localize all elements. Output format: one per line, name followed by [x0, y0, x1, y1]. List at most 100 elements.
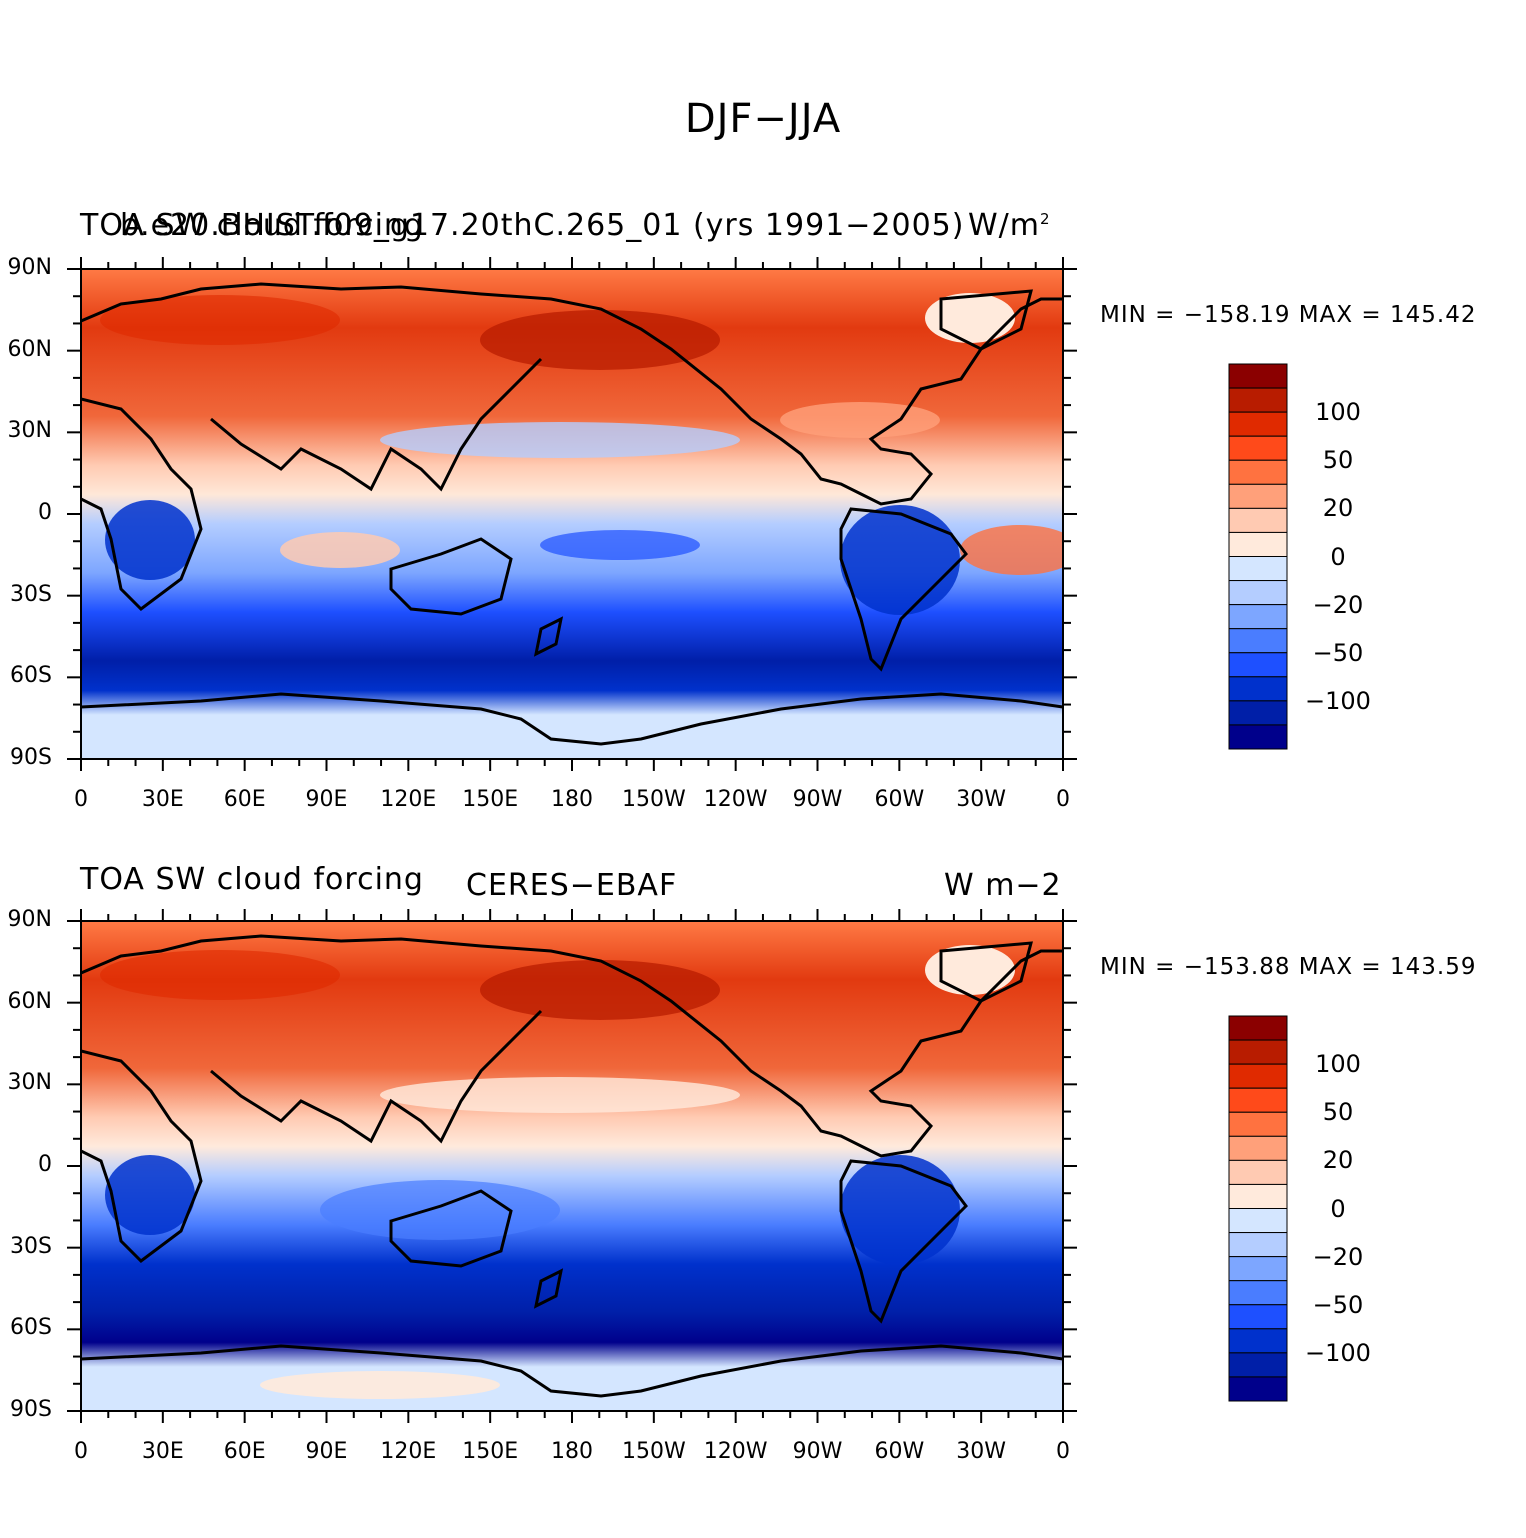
x-tick-label: 150W — [621, 1439, 686, 1464]
colorbar-swatch — [1228, 604, 1288, 630]
colorbar-swatch — [1228, 1135, 1288, 1161]
colorbar-swatch — [1228, 1376, 1288, 1402]
y-tick-label: 0 — [38, 1152, 52, 1177]
y-tick-label: 30S — [10, 1233, 52, 1259]
y-tick-label: 60N — [7, 336, 52, 362]
colorbar-label: 0 — [1330, 542, 1346, 571]
y-tick-label: 90N — [7, 907, 52, 932]
panel1-left-title: TOA SW cloud forcing — [80, 208, 424, 243]
x-tick-label: 150E — [462, 787, 519, 812]
colorbar-swatch — [1228, 628, 1288, 654]
panel1-minmax: MIN = −158.19 MAX = 145.42 — [1100, 302, 1477, 328]
colorbar-label: −50 — [1312, 1290, 1364, 1319]
x-tick-label: 0 — [1056, 787, 1070, 812]
x-tick-label: 30E — [141, 1439, 184, 1464]
colorbar-swatch — [1228, 1352, 1288, 1378]
colorbar-swatch — [1228, 507, 1288, 533]
panel2-minmax: MIN = −153.88 MAX = 143.59 — [1100, 954, 1477, 980]
colorbar-label: 50 — [1322, 446, 1354, 475]
x-tick-label: 0 — [74, 787, 88, 812]
x-tick-label: 120W — [703, 787, 768, 812]
x-tick-label: 30W — [956, 787, 1007, 812]
colorbar-label: 50 — [1322, 1098, 1354, 1127]
colorbar-swatch — [1228, 1087, 1288, 1113]
colorbar-swatch — [1228, 1063, 1288, 1089]
x-tick-label: 120W — [703, 1439, 768, 1464]
x-tick-label: 0 — [1056, 1439, 1070, 1464]
colorbar-swatch — [1228, 676, 1288, 702]
panel2-units-text: W m−2 — [944, 868, 1062, 903]
y-tick-label: 90S — [10, 745, 52, 770]
colorbar-swatch — [1228, 652, 1288, 678]
y-tick-label: 30N — [7, 1070, 52, 1096]
colorbar-swatch — [1228, 1208, 1288, 1234]
y-tick-label: 60S — [10, 663, 52, 689]
panel1-map — [81, 269, 1063, 759]
colorbar-label: −20 — [1312, 1242, 1364, 1271]
colorbar-swatch — [1228, 459, 1288, 485]
x-tick-label: 0 — [74, 1439, 88, 1464]
x-tick-label: 60W — [874, 1439, 925, 1464]
colorbar-swatch — [1228, 1039, 1288, 1065]
panel2-left-title: TOA SW cloud forcing — [80, 862, 424, 897]
colorbar-swatch — [1228, 435, 1288, 461]
colorbar-label: 0 — [1330, 1194, 1346, 1223]
panel2-center-title: CERES−EBAF — [466, 868, 678, 903]
x-tick-label: 120E — [380, 1439, 437, 1464]
x-tick-label: 30E — [141, 787, 184, 812]
panel2-map — [81, 921, 1063, 1411]
y-tick-label: 60S — [10, 1315, 52, 1341]
colorbar-label: 20 — [1322, 494, 1354, 523]
panel1-units-text: W/m — [968, 208, 1040, 243]
colorbar-swatch — [1228, 1280, 1288, 1306]
colorbar-swatch — [1228, 363, 1288, 389]
colorbar-swatch — [1228, 556, 1288, 582]
y-tick-label: 60N — [7, 988, 52, 1014]
panel1-units-sup: 2 — [1040, 210, 1051, 228]
colorbar-swatch — [1228, 411, 1288, 437]
x-tick-label: 180 — [551, 1439, 593, 1464]
axis-tickmarks — [67, 257, 1077, 1423]
panel2-units: W m−2 — [944, 868, 1062, 903]
panel1-center-title: b.e20.BHIST.f09_g17.20thC.265_01 (yrs 19… — [120, 208, 965, 243]
x-tick-label: 90W — [792, 787, 843, 812]
colorbar-label: −20 — [1312, 590, 1364, 619]
panel1-units: W/m2 — [968, 208, 1051, 243]
y-tick-label: 0 — [38, 500, 52, 525]
colorbar-label: 20 — [1322, 1146, 1354, 1175]
y-tick-label: 30N — [7, 418, 52, 444]
colorbars — [1228, 363, 1288, 1402]
x-tick-label: 90E — [305, 1439, 348, 1464]
figure-title: DJF−JJA — [684, 96, 842, 142]
x-tick-label: 150W — [621, 787, 686, 812]
x-tick-label: 30W — [956, 1439, 1007, 1464]
colorbar-swatch — [1228, 1183, 1288, 1209]
colorbar-label: −100 — [1305, 1338, 1371, 1367]
y-tick-label: 30S — [10, 581, 52, 607]
x-tick-label: 90W — [792, 1439, 843, 1464]
x-tick-label: 120E — [380, 787, 437, 812]
colorbar-label: 100 — [1315, 398, 1361, 427]
x-tick-label: 180 — [551, 787, 593, 812]
colorbar-swatch — [1228, 1015, 1288, 1041]
colorbar-swatch — [1228, 531, 1288, 557]
colorbar-label: −50 — [1312, 638, 1364, 667]
colorbar-swatch — [1228, 1232, 1288, 1258]
y-tick-label: 90S — [10, 1397, 52, 1422]
x-tick-label: 60E — [223, 787, 266, 812]
colorbar-swatch — [1228, 387, 1288, 413]
colorbar-swatch — [1228, 1256, 1288, 1282]
colorbar-label: 100 — [1315, 1050, 1361, 1079]
x-tick-label: 90E — [305, 787, 348, 812]
colorbar-swatch — [1228, 580, 1288, 606]
colorbar-swatch — [1228, 700, 1288, 726]
x-tick-label: 60W — [874, 787, 925, 812]
colorbar-swatch — [1228, 1328, 1288, 1354]
colorbar-swatch — [1228, 724, 1288, 750]
colorbar-swatch — [1228, 1159, 1288, 1185]
x-tick-label: 150E — [462, 1439, 519, 1464]
colorbar-swatch — [1228, 1304, 1288, 1330]
colorbar-swatch — [1228, 483, 1288, 509]
colorbar-label: −100 — [1305, 686, 1371, 715]
